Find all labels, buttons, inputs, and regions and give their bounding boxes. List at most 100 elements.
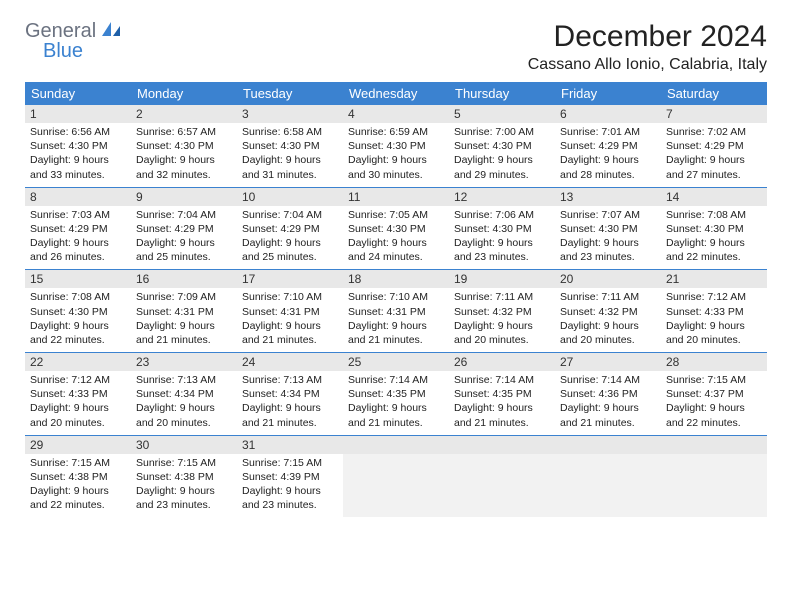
weekday-header-row: SundayMondayTuesdayWednesdayThursdayFrid… xyxy=(25,82,767,105)
header: December 2024 Cassano Allo Ionio, Calabr… xyxy=(25,20,767,74)
sunrise-text: Sunrise: 7:08 AM xyxy=(666,208,762,222)
location: Cassano Allo Ionio, Calabria, Italy xyxy=(25,56,767,74)
day-content: Sunrise: 7:08 AMSunset: 4:30 PMDaylight:… xyxy=(661,206,767,270)
day-content: Sunrise: 7:15 AMSunset: 4:38 PMDaylight:… xyxy=(25,454,131,518)
day-content: Sunrise: 7:14 AMSunset: 4:35 PMDaylight:… xyxy=(449,371,555,435)
day-cell: 1Sunrise: 6:56 AMSunset: 4:30 PMDaylight… xyxy=(25,105,131,187)
sunrise-text: Sunrise: 7:00 AM xyxy=(454,125,550,139)
sunset-text: Sunset: 4:30 PM xyxy=(242,139,338,153)
day-cell: 21Sunrise: 7:12 AMSunset: 4:33 PMDayligh… xyxy=(661,270,767,352)
week-row: 29Sunrise: 7:15 AMSunset: 4:38 PMDayligh… xyxy=(25,435,767,518)
day-number: 20 xyxy=(555,270,661,288)
daylight-text: and 21 minutes. xyxy=(454,416,550,430)
sunset-text: Sunset: 4:32 PM xyxy=(560,305,656,319)
daylight-text: and 23 minutes. xyxy=(560,250,656,264)
daylight-text: and 21 minutes. xyxy=(348,333,444,347)
daylight-text: and 23 minutes. xyxy=(242,498,338,512)
daylight-text: and 30 minutes. xyxy=(348,168,444,182)
day-content: Sunrise: 7:05 AMSunset: 4:30 PMDaylight:… xyxy=(343,206,449,270)
sunset-text: Sunset: 4:34 PM xyxy=(136,387,232,401)
weekday-header: Monday xyxy=(131,82,237,105)
day-number: 19 xyxy=(449,270,555,288)
day-number: 7 xyxy=(661,105,767,123)
day-cell: 6Sunrise: 7:01 AMSunset: 4:29 PMDaylight… xyxy=(555,105,661,187)
sunrise-text: Sunrise: 7:06 AM xyxy=(454,208,550,222)
daylight-text: and 25 minutes. xyxy=(136,250,232,264)
day-cell: 10Sunrise: 7:04 AMSunset: 4:29 PMDayligh… xyxy=(237,188,343,270)
sunrise-text: Sunrise: 7:04 AM xyxy=(242,208,338,222)
daylight-text: and 21 minutes. xyxy=(242,416,338,430)
day-content: Sunrise: 7:10 AMSunset: 4:31 PMDaylight:… xyxy=(237,288,343,352)
day-number: 16 xyxy=(131,270,237,288)
daylight-text: Daylight: 9 hours xyxy=(136,484,232,498)
sunrise-text: Sunrise: 7:08 AM xyxy=(30,290,126,304)
day-number: 8 xyxy=(25,188,131,206)
day-content: Sunrise: 7:04 AMSunset: 4:29 PMDaylight:… xyxy=(131,206,237,270)
day-cell: 17Sunrise: 7:10 AMSunset: 4:31 PMDayligh… xyxy=(237,270,343,352)
day-cell: 22Sunrise: 7:12 AMSunset: 4:33 PMDayligh… xyxy=(25,353,131,435)
daylight-text: and 22 minutes. xyxy=(30,498,126,512)
day-content: Sunrise: 6:57 AMSunset: 4:30 PMDaylight:… xyxy=(131,123,237,187)
daylight-text: Daylight: 9 hours xyxy=(136,236,232,250)
sunset-text: Sunset: 4:30 PM xyxy=(454,222,550,236)
day-content: Sunrise: 7:14 AMSunset: 4:36 PMDaylight:… xyxy=(555,371,661,435)
daylight-text: Daylight: 9 hours xyxy=(666,236,762,250)
daylight-text: and 23 minutes. xyxy=(136,498,232,512)
day-content: Sunrise: 7:12 AMSunset: 4:33 PMDaylight:… xyxy=(25,371,131,435)
daylight-text: and 29 minutes. xyxy=(454,168,550,182)
sunset-text: Sunset: 4:29 PM xyxy=(560,139,656,153)
sunrise-text: Sunrise: 7:01 AM xyxy=(560,125,656,139)
daylight-text: and 21 minutes. xyxy=(348,416,444,430)
sunset-text: Sunset: 4:30 PM xyxy=(348,139,444,153)
week-row: 1Sunrise: 6:56 AMSunset: 4:30 PMDaylight… xyxy=(25,105,767,187)
day-cell: 3Sunrise: 6:58 AMSunset: 4:30 PMDaylight… xyxy=(237,105,343,187)
day-cell: 26Sunrise: 7:14 AMSunset: 4:35 PMDayligh… xyxy=(449,353,555,435)
sunrise-text: Sunrise: 7:10 AM xyxy=(242,290,338,304)
day-number: 22 xyxy=(25,353,131,371)
sunrise-text: Sunrise: 7:15 AM xyxy=(30,456,126,470)
empty-day-cell xyxy=(555,436,661,518)
day-cell: 24Sunrise: 7:13 AMSunset: 4:34 PMDayligh… xyxy=(237,353,343,435)
day-number: 21 xyxy=(661,270,767,288)
sunset-text: Sunset: 4:30 PM xyxy=(666,222,762,236)
sunrise-text: Sunrise: 7:13 AM xyxy=(242,373,338,387)
day-content: Sunrise: 6:59 AMSunset: 4:30 PMDaylight:… xyxy=(343,123,449,187)
sunset-text: Sunset: 4:29 PM xyxy=(666,139,762,153)
logo-sail-icon xyxy=(100,20,122,43)
day-cell: 19Sunrise: 7:11 AMSunset: 4:32 PMDayligh… xyxy=(449,270,555,352)
sunrise-text: Sunrise: 7:15 AM xyxy=(666,373,762,387)
sunrise-text: Sunrise: 6:56 AM xyxy=(30,125,126,139)
sunset-text: Sunset: 4:30 PM xyxy=(30,139,126,153)
daylight-text: Daylight: 9 hours xyxy=(30,319,126,333)
day-number: 6 xyxy=(555,105,661,123)
daylight-text: and 28 minutes. xyxy=(560,168,656,182)
sunrise-text: Sunrise: 7:14 AM xyxy=(348,373,444,387)
daylight-text: and 21 minutes. xyxy=(136,333,232,347)
sunrise-text: Sunrise: 7:12 AM xyxy=(666,290,762,304)
day-content: Sunrise: 7:11 AMSunset: 4:32 PMDaylight:… xyxy=(555,288,661,352)
sunset-text: Sunset: 4:29 PM xyxy=(30,222,126,236)
weekday-header: Wednesday xyxy=(343,82,449,105)
day-cell: 8Sunrise: 7:03 AMSunset: 4:29 PMDaylight… xyxy=(25,188,131,270)
weekday-header: Thursday xyxy=(449,82,555,105)
day-cell: 25Sunrise: 7:14 AMSunset: 4:35 PMDayligh… xyxy=(343,353,449,435)
daylight-text: and 26 minutes. xyxy=(30,250,126,264)
day-content: Sunrise: 7:13 AMSunset: 4:34 PMDaylight:… xyxy=(237,371,343,435)
daylight-text: Daylight: 9 hours xyxy=(560,319,656,333)
sunset-text: Sunset: 4:31 PM xyxy=(136,305,232,319)
day-content: Sunrise: 7:13 AMSunset: 4:34 PMDaylight:… xyxy=(131,371,237,435)
day-cell: 14Sunrise: 7:08 AMSunset: 4:30 PMDayligh… xyxy=(661,188,767,270)
day-number: 10 xyxy=(237,188,343,206)
week-row: 8Sunrise: 7:03 AMSunset: 4:29 PMDaylight… xyxy=(25,187,767,270)
weekday-header: Saturday xyxy=(661,82,767,105)
sunrise-text: Sunrise: 7:04 AM xyxy=(136,208,232,222)
daylight-text: Daylight: 9 hours xyxy=(454,236,550,250)
sunset-text: Sunset: 4:38 PM xyxy=(136,470,232,484)
daylight-text: Daylight: 9 hours xyxy=(242,484,338,498)
daylight-text: and 23 minutes. xyxy=(454,250,550,264)
daylight-text: Daylight: 9 hours xyxy=(348,401,444,415)
day-number: 31 xyxy=(237,436,343,454)
day-content: Sunrise: 7:01 AMSunset: 4:29 PMDaylight:… xyxy=(555,123,661,187)
day-cell: 9Sunrise: 7:04 AMSunset: 4:29 PMDaylight… xyxy=(131,188,237,270)
sunset-text: Sunset: 4:37 PM xyxy=(666,387,762,401)
